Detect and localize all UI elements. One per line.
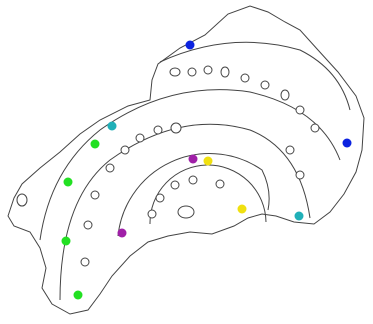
marker — [74, 291, 83, 300]
hole — [154, 126, 162, 134]
markers — [62, 41, 352, 300]
marker — [186, 41, 195, 50]
hole — [171, 123, 181, 133]
hole — [170, 68, 180, 76]
ridge — [150, 165, 266, 224]
hole — [17, 194, 27, 206]
marker — [238, 205, 247, 214]
hole — [296, 106, 304, 114]
marker — [108, 122, 117, 131]
hole — [121, 146, 129, 154]
marker — [118, 229, 127, 238]
hole — [204, 66, 212, 74]
marker — [343, 139, 352, 148]
hole — [261, 81, 269, 89]
hole — [311, 124, 319, 132]
hole — [91, 191, 99, 199]
hole — [178, 206, 194, 218]
ridge — [118, 154, 269, 236]
hole — [188, 68, 196, 76]
marker — [91, 140, 100, 149]
hole — [189, 176, 197, 184]
hole — [216, 180, 224, 188]
hole — [156, 194, 164, 202]
hole — [148, 210, 156, 218]
marker — [62, 237, 71, 246]
fragment-drawing — [0, 0, 373, 324]
ridge — [160, 42, 350, 110]
hole — [171, 181, 179, 189]
hole — [296, 171, 304, 179]
marker — [295, 212, 304, 221]
hole — [286, 146, 294, 154]
hole — [241, 74, 249, 82]
page: (() => { const data = JSON.parse(documen… — [0, 0, 373, 324]
marker — [64, 178, 73, 187]
hole — [81, 258, 89, 266]
marker — [204, 157, 213, 166]
hole — [84, 221, 92, 229]
hole — [281, 90, 289, 100]
hole — [136, 134, 144, 142]
marker — [189, 155, 198, 164]
hole — [221, 67, 229, 77]
hole — [106, 164, 114, 172]
